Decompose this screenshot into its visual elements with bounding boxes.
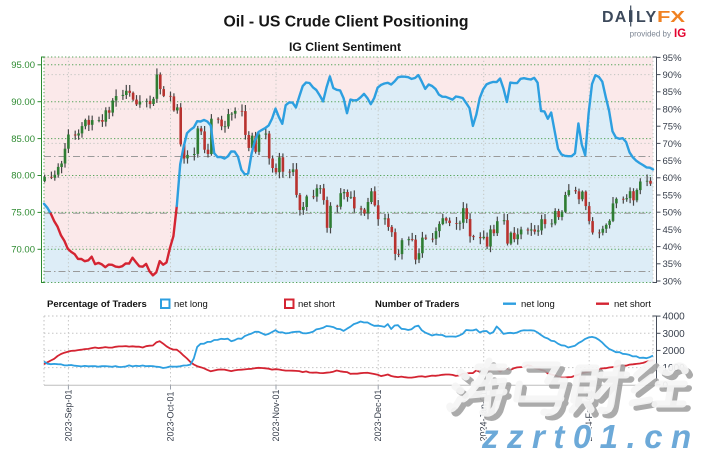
svg-text:3000: 3000 [663,329,686,340]
svg-text:provided by: provided by [630,30,671,39]
svg-text:55%: 55% [663,190,683,201]
svg-text:net long: net long [521,299,555,310]
svg-text:85%: 85% [663,87,683,98]
svg-text:Number of Traders: Number of Traders [375,299,459,310]
svg-text:75.00: 75.00 [11,208,35,219]
svg-text:70%: 70% [663,139,683,150]
svg-text:net long: net long [174,299,208,310]
svg-text:IG: IG [674,28,686,40]
svg-text:75%: 75% [663,122,683,133]
svg-text:2000: 2000 [663,346,686,357]
svg-text:80.00: 80.00 [11,171,35,182]
svg-text:90.00: 90.00 [11,97,35,108]
svg-text:30%: 30% [663,276,683,287]
svg-text:95%: 95% [663,53,683,64]
svg-text:4000: 4000 [663,312,686,323]
svg-text:50%: 50% [663,208,683,219]
svg-text:LY: LY [636,9,657,26]
svg-text:90%: 90% [663,70,683,81]
svg-text:45%: 45% [663,225,683,236]
svg-text:net short: net short [298,299,335,310]
svg-text:65%: 65% [663,156,683,167]
svg-text:DA: DA [602,9,628,26]
svg-text:Oil - US Crude Client Position: Oil - US Crude Client Positioning [224,14,469,31]
svg-text:95.00: 95.00 [11,60,35,71]
svg-text:net short: net short [614,299,651,310]
svg-text:2023-Nov-01: 2023-Nov-01 [271,389,281,441]
svg-text:2024-Feb-01: 2024-Feb-01 [584,390,594,442]
svg-text:85.00: 85.00 [11,134,35,145]
svg-text:35%: 35% [663,259,683,270]
svg-text:zzrt01.cn: zzrt01.cn [481,418,700,452]
svg-text:70.00: 70.00 [11,245,35,256]
svg-text:40%: 40% [663,242,683,253]
svg-text:Percentage of Traders: Percentage of Traders [47,299,147,310]
svg-text:2023-Dec-01: 2023-Dec-01 [373,389,383,441]
svg-text:60%: 60% [663,173,683,184]
svg-text:80%: 80% [663,104,683,115]
svg-text:2023-Oct-01: 2023-Oct-01 [166,391,176,441]
svg-text:2023-Sep-01: 2023-Sep-01 [63,389,73,441]
svg-text:IG Client Sentiment: IG Client Sentiment [289,40,401,54]
svg-text:FX: FX [657,9,685,26]
